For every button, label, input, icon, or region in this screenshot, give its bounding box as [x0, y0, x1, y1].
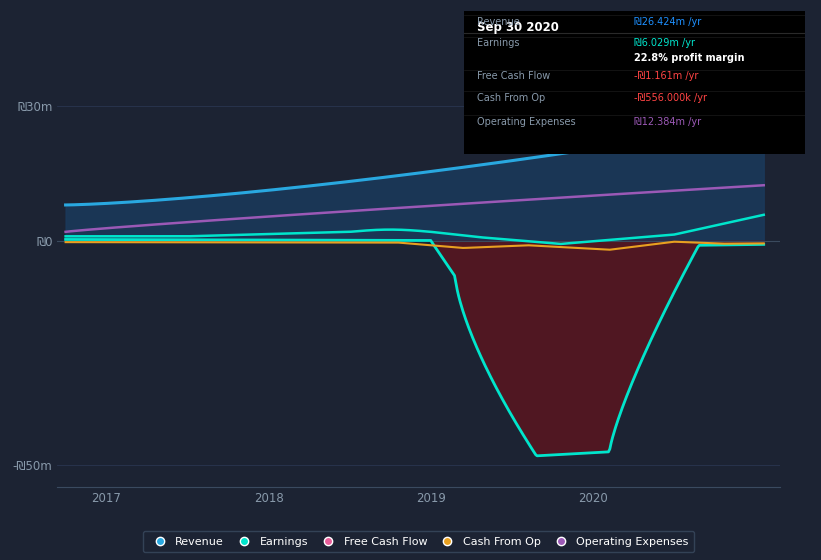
Text: ₪26.424m /yr: ₪26.424m /yr	[635, 17, 701, 27]
Text: -₪556.000k /yr: -₪556.000k /yr	[635, 92, 707, 102]
Text: Revenue: Revenue	[478, 17, 521, 27]
Text: Operating Expenses: Operating Expenses	[478, 117, 576, 127]
Text: Cash From Op: Cash From Op	[478, 92, 546, 102]
Text: -₪1.161m /yr: -₪1.161m /yr	[635, 71, 699, 81]
Text: ₪6.029m /yr: ₪6.029m /yr	[635, 38, 695, 48]
Text: 22.8% profit margin: 22.8% profit margin	[635, 53, 745, 63]
Text: Earnings: Earnings	[478, 38, 520, 48]
Text: Sep 30 2020: Sep 30 2020	[478, 21, 559, 34]
Legend: Revenue, Earnings, Free Cash Flow, Cash From Op, Operating Expenses: Revenue, Earnings, Free Cash Flow, Cash …	[143, 531, 695, 552]
Text: ₪12.384m /yr: ₪12.384m /yr	[635, 117, 701, 127]
Text: Free Cash Flow: Free Cash Flow	[478, 71, 551, 81]
